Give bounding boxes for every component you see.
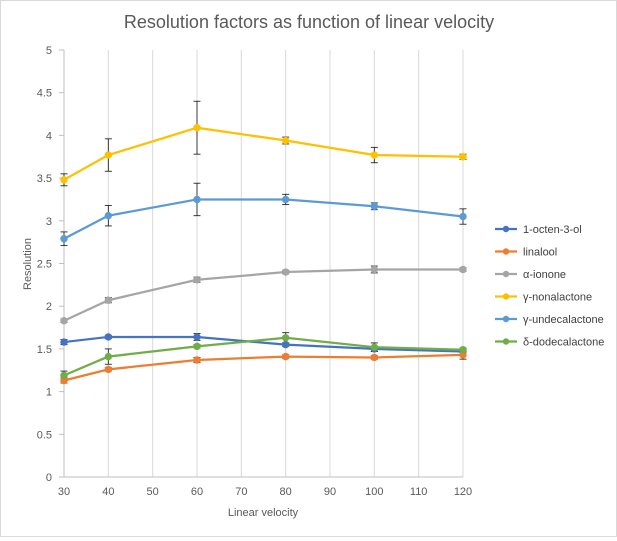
- x-tick-label: 110: [410, 486, 428, 498]
- data-point: [459, 153, 467, 161]
- series-line: [63, 336, 464, 377]
- data-point: [281, 340, 290, 349]
- x-tick-labels: 30 40 50 60 70 80 90 100 110 120: [58, 486, 472, 498]
- data-point: [459, 265, 467, 274]
- legend-label: 1-octen-3-ol: [523, 224, 582, 236]
- data-point: [281, 195, 290, 204]
- y-tick-label: 2.5: [37, 259, 52, 271]
- y-tick-label: 0: [46, 472, 52, 484]
- x-tick-label: 100: [365, 486, 383, 498]
- legend-label: linalool: [523, 247, 557, 259]
- data-point: [60, 176, 68, 184]
- x-tick-label: 70: [235, 486, 247, 498]
- data-point: [370, 265, 379, 274]
- y-tick-label: 0.5: [37, 429, 52, 441]
- y-tick-label: 2: [46, 301, 52, 313]
- series-line: [63, 268, 463, 322]
- y-tick-label: 1.5: [37, 344, 52, 356]
- legend-swatch-marker: [502, 248, 510, 255]
- legend-label: δ-dodecalactone: [523, 337, 604, 349]
- chart-title: Resolution factors as function of linear…: [124, 12, 494, 32]
- data-point: [60, 235, 68, 243]
- data-point: [193, 342, 201, 351]
- y-tick-label: 1: [46, 387, 52, 399]
- data-point: [459, 212, 467, 221]
- y-tick-label: 3: [46, 216, 52, 228]
- data-point: [193, 195, 201, 204]
- x-axis-title: Linear velocity: [228, 507, 299, 519]
- data-point: [281, 136, 290, 145]
- x-tick-label: 30: [58, 486, 70, 498]
- data-point: [370, 151, 379, 159]
- x-tick-label: 50: [147, 486, 159, 498]
- legend-label: α-ionone: [523, 269, 566, 281]
- legend-item: δ-dodecalactone: [495, 337, 604, 349]
- legend-swatch-marker: [502, 270, 510, 278]
- legend-item: 1-octen-3-ol: [495, 224, 582, 236]
- data-point: [60, 371, 68, 380]
- x-tick-label: 80: [280, 486, 292, 498]
- series-line: [63, 335, 464, 353]
- data-point: [104, 211, 113, 220]
- y-tick-label: 3.5: [37, 173, 52, 185]
- gridlines: [63, 50, 464, 477]
- data-point: [281, 334, 290, 342]
- data-point: [281, 268, 290, 276]
- x-tick-label: 90: [324, 486, 336, 498]
- data-point: [370, 353, 379, 362]
- legend-label: γ-undecalactone: [523, 314, 604, 326]
- x-tick-label: 60: [191, 486, 203, 498]
- legend-swatch-marker: [502, 225, 510, 233]
- x-tick-label: 40: [102, 486, 114, 498]
- data-point: [370, 343, 379, 351]
- legend-item: linalool: [495, 247, 557, 259]
- series-line: [63, 353, 464, 382]
- data-point: [193, 124, 201, 132]
- data-point: [370, 202, 379, 210]
- axes: [59, 49, 463, 478]
- data-point: [193, 356, 201, 364]
- data-point: [104, 296, 113, 304]
- y-tick-label: 5: [46, 45, 52, 57]
- data-point: [193, 276, 201, 284]
- data-point: [281, 352, 290, 361]
- data-point: [104, 333, 113, 341]
- legend: 1-octen-3-ol linalool α-ionone γ-nonalacton…: [495, 224, 604, 349]
- legend-swatch-marker: [502, 293, 510, 300]
- y-tick-label: 4.5: [37, 88, 52, 100]
- y-tick-labels: 0 0.5 1 1.5 2 2.5 3 3.5 4 4.5 5: [37, 45, 52, 484]
- legend-item: γ-nonalactone: [495, 292, 592, 304]
- legend-item: γ-undecalactone: [495, 314, 604, 326]
- data-point: [459, 346, 467, 354]
- y-axis-title: Resolution: [22, 238, 34, 290]
- series-markers: [60, 124, 467, 385]
- series-line: [63, 198, 464, 240]
- data-point: [60, 338, 68, 346]
- legend-swatch-marker: [502, 315, 510, 323]
- data-point: [193, 333, 201, 341]
- legend-item: α-ionone: [495, 269, 566, 281]
- data-point: [104, 365, 113, 374]
- data-point: [104, 352, 113, 361]
- data-point: [60, 317, 68, 325]
- x-tick-label: 120: [454, 486, 472, 498]
- series-line: [63, 126, 464, 181]
- legend-label: γ-nonalactone: [523, 292, 592, 304]
- data-point: [104, 151, 113, 159]
- series-lines: [63, 126, 464, 382]
- y-tick-label: 4: [46, 130, 52, 142]
- legend-swatch-marker: [502, 338, 510, 345]
